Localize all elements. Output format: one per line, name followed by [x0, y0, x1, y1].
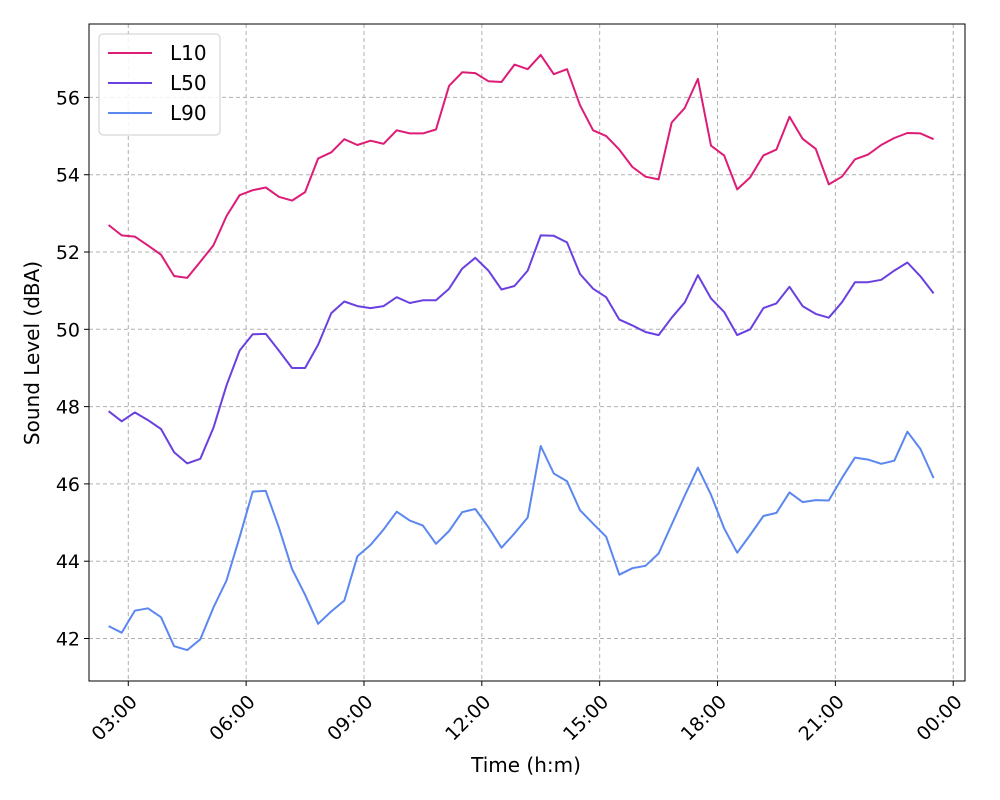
gridlines	[89, 24, 965, 681]
x-tick-label: 06:00	[205, 691, 259, 745]
x-axis-ticks: 03:00 06:00 09:00 12:00 15:00 18:00 21:00 00:00	[88, 681, 967, 745]
y-tick-label: 42	[56, 628, 80, 650]
y-tick-label: 56	[56, 87, 80, 109]
legend-label-l50: L50	[170, 71, 207, 95]
series-line-l50	[107, 234, 935, 465]
x-tick-label: 00:00	[912, 691, 966, 745]
y-axis-label: Sound Level (dBA)	[20, 261, 44, 445]
series-line-l90	[108, 430, 935, 652]
legend: L10 L50 L90	[98, 33, 221, 136]
x-tick-label: 18:00	[677, 691, 731, 745]
plot-frame	[88, 23, 966, 682]
x-tick-label: 21:00	[795, 691, 849, 745]
legend-label-l10: L10	[170, 41, 207, 65]
y-tick-label: 44	[56, 551, 80, 573]
legend-label-l90: L90	[170, 101, 207, 125]
y-tick-label: 54	[56, 165, 80, 187]
y-tick-label: 48	[56, 397, 80, 419]
x-axis-label: Time (h:m)	[470, 753, 581, 777]
series-line-l10	[107, 53, 935, 279]
x-tick-label: 15:00	[559, 691, 613, 745]
legend-box	[98, 33, 221, 136]
series-lines	[107, 53, 935, 652]
y-axis-ticks: 42 44 46 48 50 52 54 56	[56, 87, 89, 650]
x-tick-label: 09:00	[323, 691, 377, 745]
y-tick-label: 50	[56, 319, 80, 341]
y-tick-label: 52	[56, 242, 80, 264]
x-tick-label: 03:00	[88, 691, 142, 745]
x-tick-label: 12:00	[441, 691, 495, 745]
y-tick-label: 46	[56, 474, 80, 496]
